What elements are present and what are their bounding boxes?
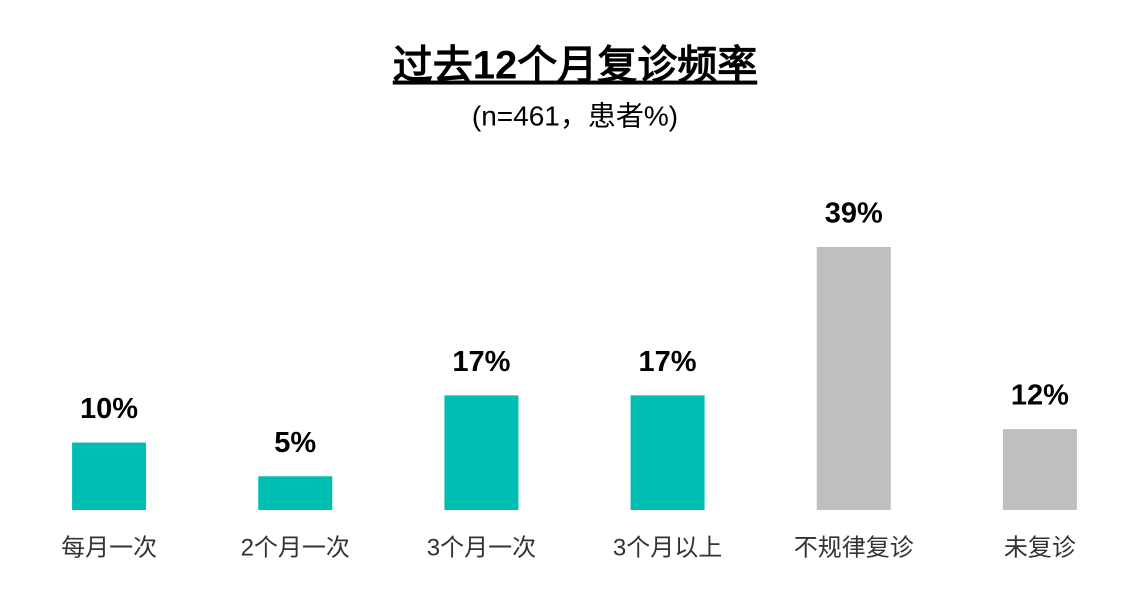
- value-label: 39%: [825, 198, 883, 230]
- value-label: 12%: [1011, 380, 1069, 412]
- bar: [258, 476, 333, 510]
- value-label: 10%: [80, 393, 138, 425]
- value-label: 5%: [274, 427, 316, 459]
- bar: [630, 395, 705, 510]
- bar: [444, 395, 519, 510]
- value-label: 17%: [452, 346, 510, 378]
- chart-title: 过去12个月复诊频率: [393, 44, 758, 88]
- x-tick-label: 3个月一次: [427, 534, 536, 561]
- x-tick-label: 未复诊: [1004, 534, 1076, 561]
- bar: [72, 442, 147, 510]
- bar: [816, 247, 891, 510]
- x-tick-label: 每月一次: [61, 534, 157, 561]
- bar: [1002, 429, 1077, 510]
- chart-subtitle: (n=461，患者%): [472, 100, 678, 131]
- x-tick-label: 3个月以上: [613, 534, 722, 561]
- value-label: 17%: [639, 346, 697, 378]
- x-tick-label: 2个月一次: [241, 534, 350, 561]
- x-tick-label: 不规律复诊: [794, 534, 914, 561]
